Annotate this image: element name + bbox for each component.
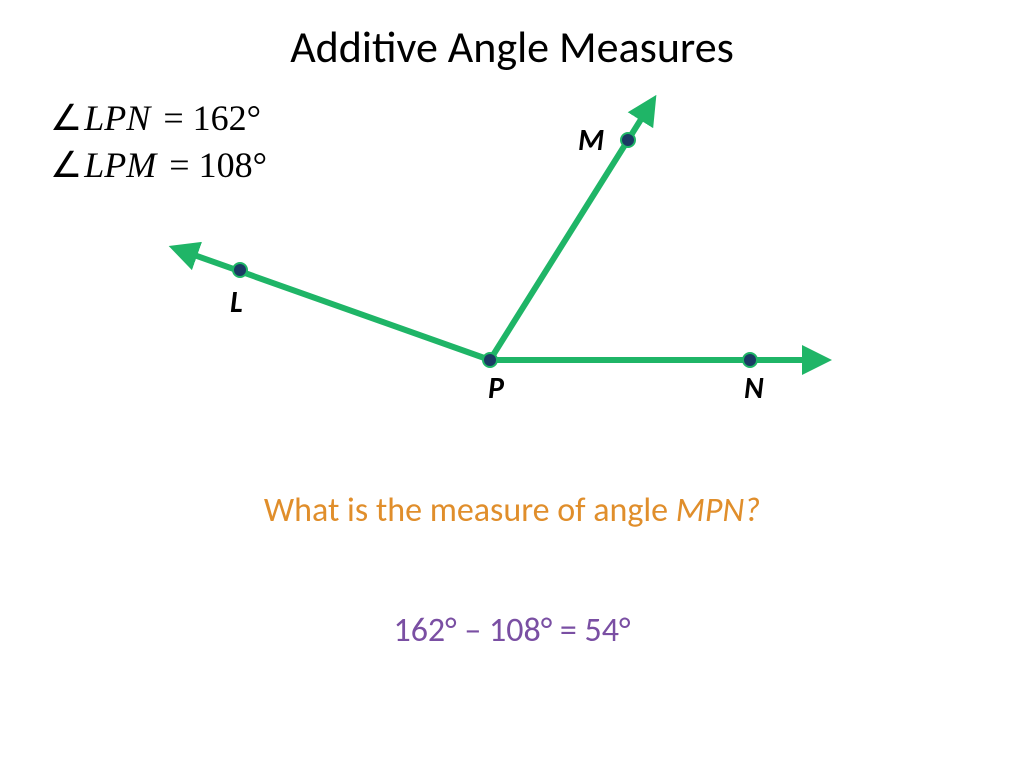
question-text: What is the measure of angle MPN? bbox=[0, 490, 1024, 531]
label-m: M bbox=[578, 122, 604, 159]
page-title: Additive Angle Measures bbox=[0, 20, 1024, 74]
label-l: L bbox=[230, 284, 243, 321]
point-p bbox=[483, 353, 497, 367]
point-m bbox=[621, 133, 635, 147]
answer-text: 162° – 108° = 54° bbox=[0, 610, 1024, 651]
question-prefix: What is the measure of angle bbox=[264, 490, 676, 531]
label-p: P bbox=[488, 370, 505, 407]
question-angle: MPN? bbox=[676, 490, 760, 531]
label-n: N bbox=[744, 370, 764, 407]
ray-l bbox=[180, 250, 490, 360]
angle-diagram: P N M L bbox=[160, 80, 860, 440]
point-n bbox=[743, 353, 757, 367]
point-l bbox=[233, 263, 247, 277]
